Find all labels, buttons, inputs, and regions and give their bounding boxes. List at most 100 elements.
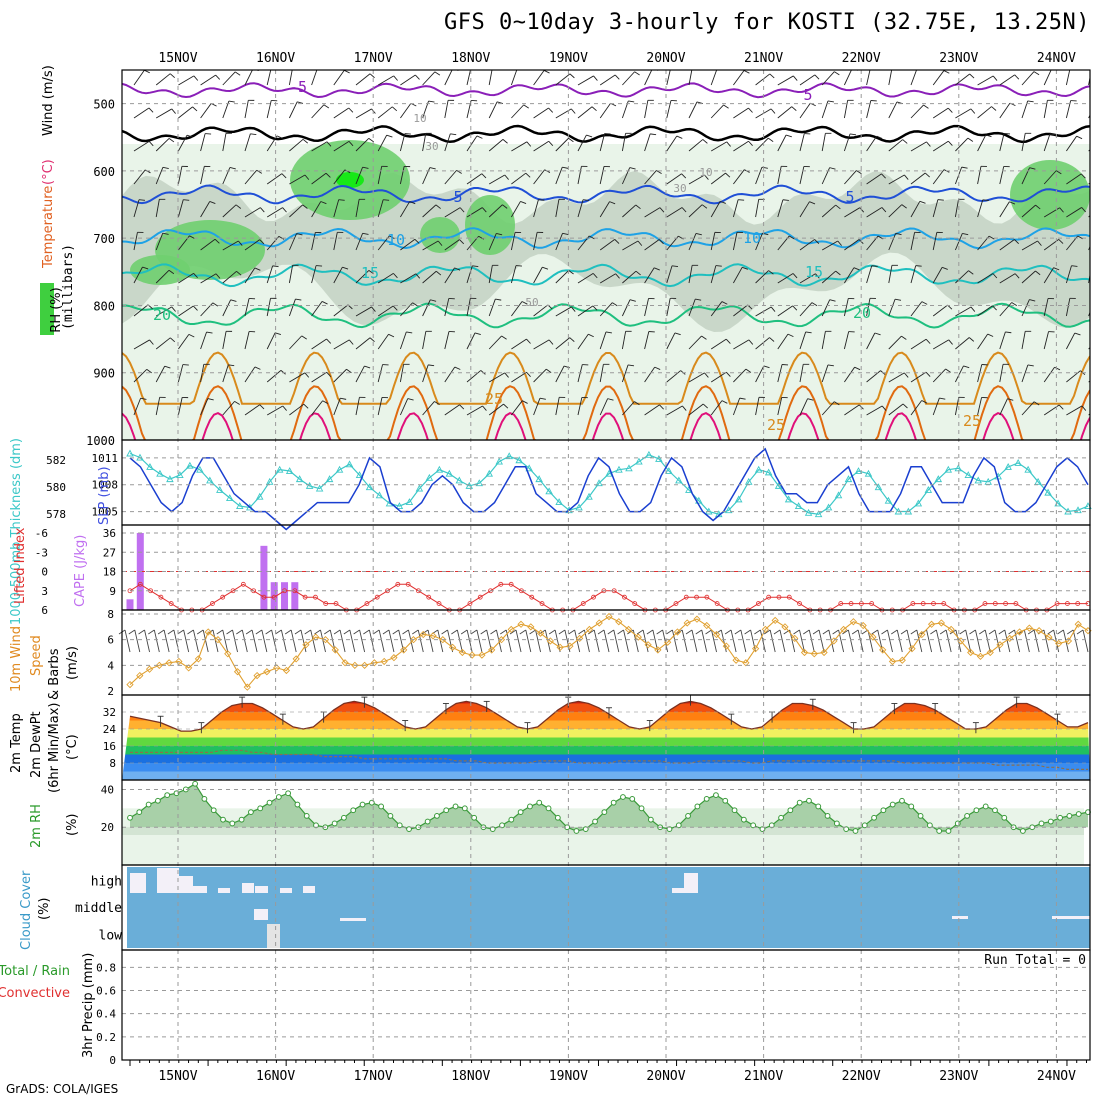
rh-point (275, 794, 282, 800)
wind-barb-10m-flag (959, 629, 966, 635)
wind-barb-flag (278, 235, 285, 240)
wind-barb-flag (968, 337, 975, 342)
wind-barb-10m-flag (196, 629, 204, 635)
wind-barb-flag (140, 397, 147, 400)
wind-barb (311, 232, 316, 251)
wind-barb (333, 304, 349, 317)
wind-barb (755, 167, 763, 185)
wind-barb (910, 301, 923, 317)
wind-barb-flag (206, 331, 213, 334)
wind-barb-flag (548, 339, 554, 345)
wind-barb (999, 398, 1008, 416)
thickness-point (196, 465, 204, 473)
rh-point (387, 812, 394, 819)
rh-point (722, 797, 729, 804)
lifted-index-point (992, 601, 998, 606)
wind-barb (688, 403, 704, 416)
wind-barb (932, 140, 949, 152)
wind-barb (621, 299, 631, 317)
wind-barb (621, 364, 629, 383)
wind-barb (466, 135, 478, 152)
wind-barb-flag (459, 404, 465, 410)
wind-speed-point (1035, 627, 1043, 635)
wind-barb (355, 233, 364, 251)
temp-label-4: (°C) (65, 734, 80, 760)
wind-barb-flag (148, 107, 154, 113)
wind-barb-flag (925, 338, 931, 344)
wind-barb-10m-flag (245, 629, 253, 635)
wind-barb (799, 302, 813, 317)
wind-speed-point (429, 632, 437, 640)
wind-barb (1043, 367, 1055, 383)
rh-point (592, 818, 598, 825)
wind-barb-flag (982, 199, 989, 201)
wind-barb (666, 298, 671, 317)
wind-barb-flag (674, 332, 681, 336)
wind-speed-line (129, 615, 1089, 689)
wind-barb-flag (1009, 201, 1016, 205)
wind-barb-flag (183, 199, 190, 201)
wind-barb-flag (548, 140, 554, 147)
rh-point (527, 803, 533, 810)
wind-barb-10m-flag (734, 629, 742, 635)
date-label-bottom: 23NOV (939, 1069, 978, 1084)
wind-barb (999, 201, 1010, 218)
wind-barb-flag (407, 398, 414, 401)
wind-barb-flag (943, 70, 950, 74)
wind-barb-10m-flag (558, 629, 566, 635)
lifted-index-point (786, 594, 792, 600)
wind-barb (399, 398, 409, 416)
thickness-point (136, 453, 144, 461)
wind-barb (1021, 331, 1026, 350)
wind-barb-flag (171, 306, 176, 312)
thickness-point (964, 471, 973, 479)
wind-barb-flag (1059, 207, 1064, 213)
wind-barb (311, 172, 327, 185)
wind-barb (288, 101, 298, 119)
wind-barb (799, 239, 815, 251)
wind-barb-flag (791, 106, 797, 111)
slp-label: SLP (mb) (97, 466, 112, 525)
wind-barb-flag (702, 403, 708, 409)
wind-barb (466, 207, 483, 218)
rh-point (945, 828, 952, 834)
wind-barb-10m-flag (304, 629, 311, 635)
wind-barb-flag (539, 397, 546, 400)
wind-barb-flag (629, 299, 636, 302)
wind-barb (888, 101, 898, 119)
wind-speed-point (898, 656, 906, 664)
wind-barb-flag (302, 204, 308, 209)
wind-barb-10m-flag (265, 629, 272, 635)
wind-barb (1065, 265, 1072, 284)
wind-barb-flag (923, 104, 929, 109)
wind-barb (377, 75, 394, 86)
wind-barb (977, 199, 984, 218)
rh-point (675, 822, 682, 829)
wind-barb-flag (654, 267, 660, 271)
wind-barb-flag (495, 298, 502, 301)
wind-barb-flag (992, 305, 997, 311)
rh-point (545, 805, 552, 812)
slp-line (129, 447, 1089, 531)
isotherm-line (122, 351, 1090, 405)
wind-barb (821, 401, 835, 416)
wind-barb (422, 71, 436, 86)
wind-barb-10m (691, 629, 698, 653)
wind-barb (1021, 167, 1030, 185)
wind-speed-point (556, 643, 564, 652)
wind-barb-flag (162, 166, 169, 169)
wind-barb-10m-flag (988, 629, 996, 635)
temp-color-band (122, 746, 1090, 755)
lifted-index-line (129, 583, 1088, 611)
wind-barb-flag (659, 207, 665, 213)
rh-point (685, 812, 691, 819)
date-label-top: 22NOV (842, 51, 881, 66)
wind-barb (555, 365, 565, 383)
wind-barb (510, 265, 517, 284)
wind-barb-flag (260, 207, 265, 213)
lifted-index-label: Lifted Index (13, 527, 28, 604)
wind-speed-point (722, 642, 730, 650)
wind-barb-10m (408, 629, 414, 653)
wind-speed-point (292, 655, 300, 663)
wind-barb (422, 364, 429, 383)
